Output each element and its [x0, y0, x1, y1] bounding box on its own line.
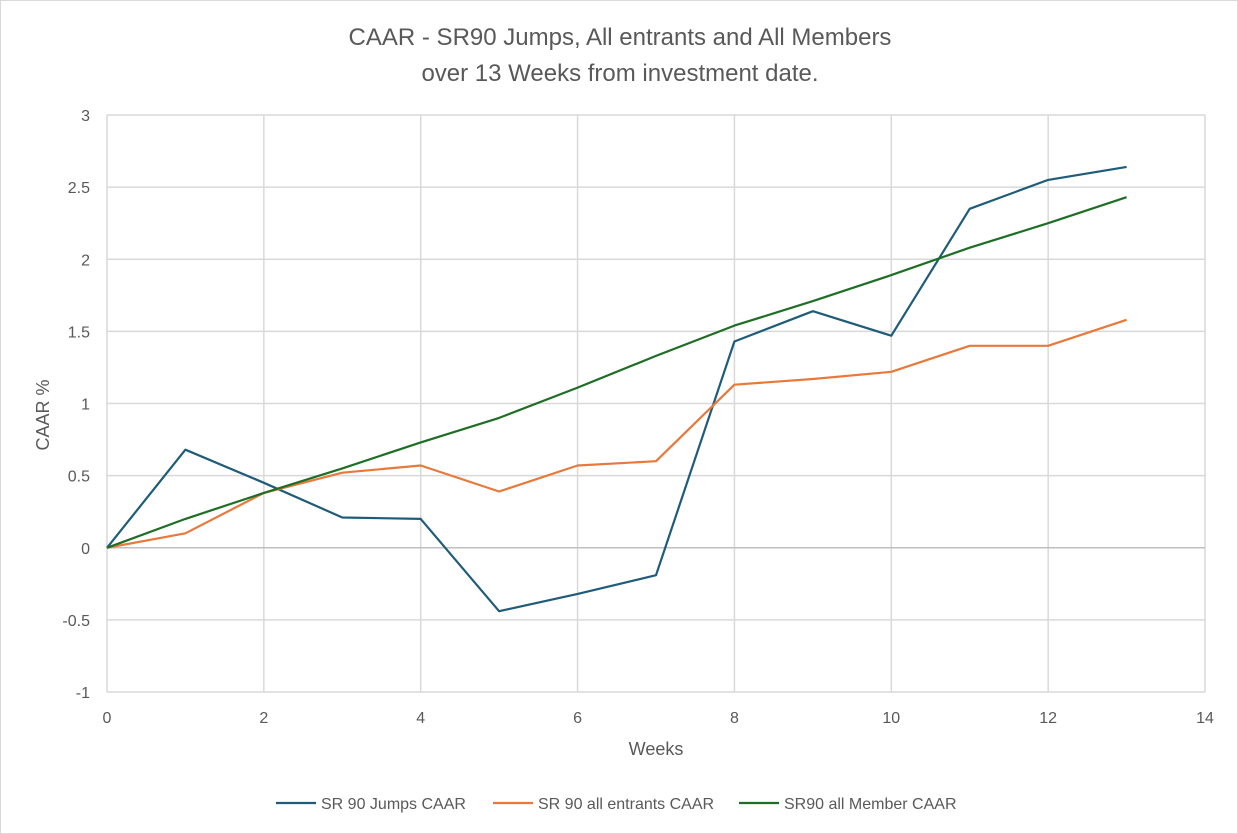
y-axis-ticks: -1 -0.5 0 0.5 1 1.5 2 2.5 3: [62, 108, 90, 702]
chart-title: CAAR - SR90 Jumps, All entrants and All …: [349, 24, 892, 87]
x-tick-label: 2: [259, 710, 268, 727]
legend-entry-2: SR 90 all entrants CAAR: [493, 796, 714, 813]
gridlines: [106, 114, 1206, 693]
y-tick-label: -0.5: [62, 613, 90, 630]
legend-label: SR 90 Jumps CAAR: [321, 796, 466, 813]
y-tick-label: 1.5: [68, 324, 90, 341]
series-lines: [106, 165, 1127, 613]
legend-entry-3: SR90 all Member CAAR: [739, 796, 957, 813]
x-tick-label: 0: [103, 710, 112, 727]
series-line-1: [106, 165, 1127, 613]
x-tick-label: 10: [882, 710, 900, 727]
legend: SR 90 Jumps CAAR SR 90 all entrants CAAR S…: [276, 796, 957, 813]
chart-title-line-1: CAAR - SR90 Jumps, All entrants and All …: [349, 24, 892, 51]
x-tick-label: 14: [1196, 710, 1214, 727]
y-tick-label: -1: [76, 685, 90, 702]
x-tick-label: 12: [1039, 710, 1057, 727]
x-tick-label: 4: [416, 710, 425, 727]
x-axis-ticks: 0 2 4 6 8 10 12 14: [103, 710, 1214, 727]
x-tick-label: 8: [730, 710, 739, 727]
x-tick-label: 6: [573, 710, 582, 727]
legend-label: SR90 all Member CAAR: [784, 796, 957, 813]
y-tick-label: 2: [81, 252, 90, 269]
y-tick-label: 2.5: [68, 180, 90, 197]
y-axis-title: CAAR %: [33, 379, 53, 450]
x-axis-title: Weeks: [629, 739, 684, 759]
series-line-3: [106, 196, 1127, 549]
y-tick-label: 0: [81, 541, 90, 558]
y-tick-label: 0.5: [68, 469, 90, 486]
legend-entry-1: SR 90 Jumps CAAR: [276, 796, 466, 813]
chart-title-line-2: over 13 Weeks from investment date.: [421, 60, 818, 87]
y-tick-label: 3: [81, 108, 90, 125]
series-line-2: [106, 318, 1127, 549]
legend-label: SR 90 all entrants CAAR: [538, 796, 714, 813]
y-tick-label: 1: [81, 397, 90, 414]
